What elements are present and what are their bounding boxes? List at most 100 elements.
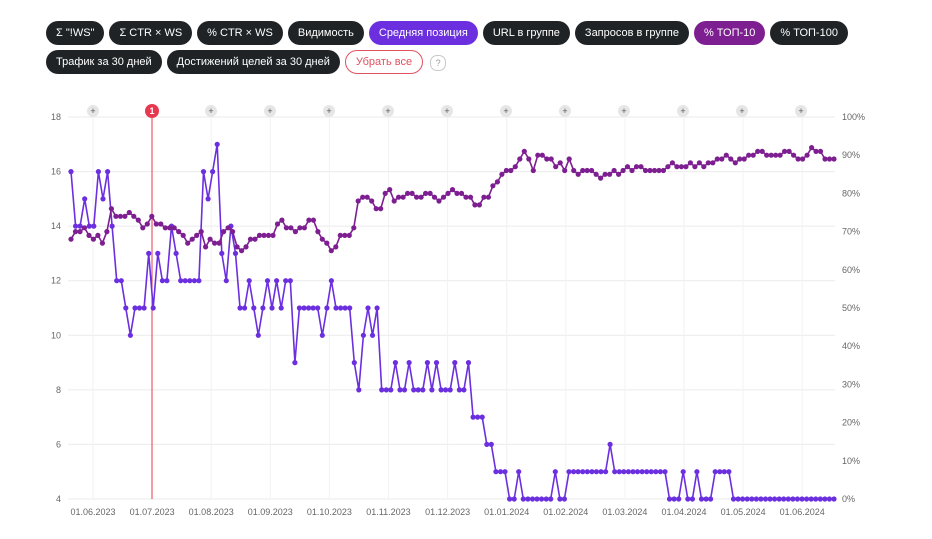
data-point-top10 — [86, 232, 92, 238]
data-point-avg_position — [95, 169, 101, 175]
data-point-avg_position — [105, 169, 111, 175]
data-point-avg_position — [178, 278, 184, 284]
add-event-plus-label: + — [562, 106, 567, 116]
data-point-top10 — [589, 167, 595, 174]
data-point-top10 — [647, 167, 653, 174]
y-left-tick-label: 4 — [56, 494, 61, 504]
data-point-top10 — [104, 229, 110, 235]
add-event-marker — [205, 105, 217, 117]
data-point-avg_position — [634, 469, 641, 475]
data-point-avg_position — [539, 496, 545, 502]
data-point-avg_position — [310, 305, 316, 311]
y-left-tick-label: 18 — [51, 112, 61, 122]
data-point-avg_position — [86, 223, 92, 229]
add-event-plus-label: + — [680, 106, 685, 116]
metric-toggle-10[interactable]: Трафик за 30 дней — [46, 50, 162, 74]
data-point-avg_position — [356, 387, 362, 393]
data-point-avg_position — [794, 496, 801, 502]
data-point-avg_position — [287, 278, 293, 284]
data-point-top10 — [99, 240, 105, 246]
data-point-avg_position — [365, 305, 371, 311]
data-point-avg_position — [730, 496, 737, 502]
data-point-top10 — [108, 206, 114, 212]
data-point-avg_position — [324, 305, 330, 311]
data-point-avg_position — [411, 387, 417, 393]
data-point-avg_position — [749, 496, 755, 502]
data-point-avg_position — [762, 496, 769, 502]
metric-toggle-5[interactable]: Средняя позиция — [368, 21, 478, 45]
data-point-top10 — [270, 232, 276, 238]
metric-toggle-7[interactable]: Запросов в группе — [574, 21, 689, 45]
data-point-avg_position — [479, 414, 485, 420]
toolbar-row-1: Σ "!WS" Σ CTR × WS% CTR × WS Видимость Сред… — [46, 21, 886, 45]
data-point-avg_position — [264, 278, 271, 284]
data-point-top10 — [481, 194, 487, 200]
data-point-top10 — [180, 232, 186, 238]
metric-toggle-6[interactable]: URL в группе — [482, 21, 570, 45]
data-point-top10 — [669, 160, 676, 166]
data-point-avg_position — [799, 496, 805, 502]
data-point-top10 — [485, 194, 491, 200]
data-point-avg_position — [744, 496, 750, 502]
data-point-avg_position — [379, 387, 385, 393]
data-point-top10 — [826, 156, 833, 162]
data-point-top10 — [571, 167, 577, 174]
data-point-avg_position — [612, 469, 618, 475]
data-point-top10 — [580, 167, 586, 174]
x-tick-label: 01.12.2023 — [425, 507, 470, 517]
clear-all-button[interactable]: Убрать все — [344, 50, 424, 74]
data-point-top10 — [490, 183, 496, 189]
data-point-avg_position — [136, 305, 143, 311]
data-point-avg_position — [237, 305, 243, 311]
data-point-top10 — [512, 164, 518, 170]
data-point-avg_position — [625, 469, 632, 475]
data-point-top10 — [633, 164, 640, 170]
data-point-avg_position — [534, 496, 540, 502]
data-point-avg_position — [708, 496, 714, 502]
data-point-top10 — [665, 164, 671, 170]
data-point-avg_position — [278, 305, 284, 311]
data-point-avg_position — [648, 469, 654, 475]
data-point-top10 — [732, 160, 738, 166]
data-point-avg_position — [223, 278, 229, 284]
data-point-top10 — [539, 152, 545, 158]
y-left-tick-label: 12 — [51, 276, 61, 286]
metric-toggle-9[interactable]: % ТОП-100 — [770, 21, 848, 45]
data-point-top10 — [81, 225, 88, 231]
data-point-top10 — [382, 190, 388, 196]
data-point-top10 — [759, 148, 765, 154]
data-point-top10 — [660, 167, 667, 174]
data-point-avg_position — [242, 305, 248, 311]
add-event-marker — [441, 105, 453, 117]
data-point-avg_position — [767, 496, 773, 502]
metric-toggle-2[interactable]: Σ CTR × WS — [109, 21, 193, 45]
help-icon[interactable]: ? — [430, 55, 447, 71]
data-point-top10 — [463, 194, 469, 200]
metric-toggle-8[interactable]: % ТОП-10 — [693, 21, 766, 45]
y-right-tick-label: 10% — [842, 456, 860, 466]
metric-toggle-3[interactable]: % CTR × WS — [197, 21, 283, 45]
data-point-top10 — [710, 160, 716, 166]
data-point-top10 — [750, 152, 756, 158]
metric-toggle-4[interactable]: Видимость — [287, 21, 364, 45]
data-point-top10 — [122, 213, 128, 219]
x-tick-label: 01.02.2024 — [543, 507, 588, 517]
data-point-top10 — [189, 236, 195, 242]
data-point-top10 — [274, 221, 281, 227]
metric-toggle-1[interactable]: Σ "!WS" — [46, 21, 105, 45]
data-point-avg_position — [251, 305, 257, 311]
data-point-top10 — [135, 217, 141, 223]
data-point-avg_position — [118, 278, 124, 284]
data-point-avg_position — [114, 278, 120, 284]
data-point-avg_position — [429, 387, 435, 393]
data-point-avg_position — [301, 305, 307, 311]
y-right-tick-label: 30% — [842, 379, 860, 389]
y-right-tick-label: 20% — [842, 418, 860, 428]
data-point-avg_position — [338, 305, 344, 311]
data-point-top10 — [427, 190, 433, 196]
data-point-top10 — [494, 179, 500, 185]
data-point-top10 — [454, 190, 460, 196]
add-event-marker — [382, 105, 394, 117]
metric-toggle-11[interactable]: Достижений целей за 30 дней — [166, 50, 340, 74]
data-point-top10 — [369, 198, 375, 204]
